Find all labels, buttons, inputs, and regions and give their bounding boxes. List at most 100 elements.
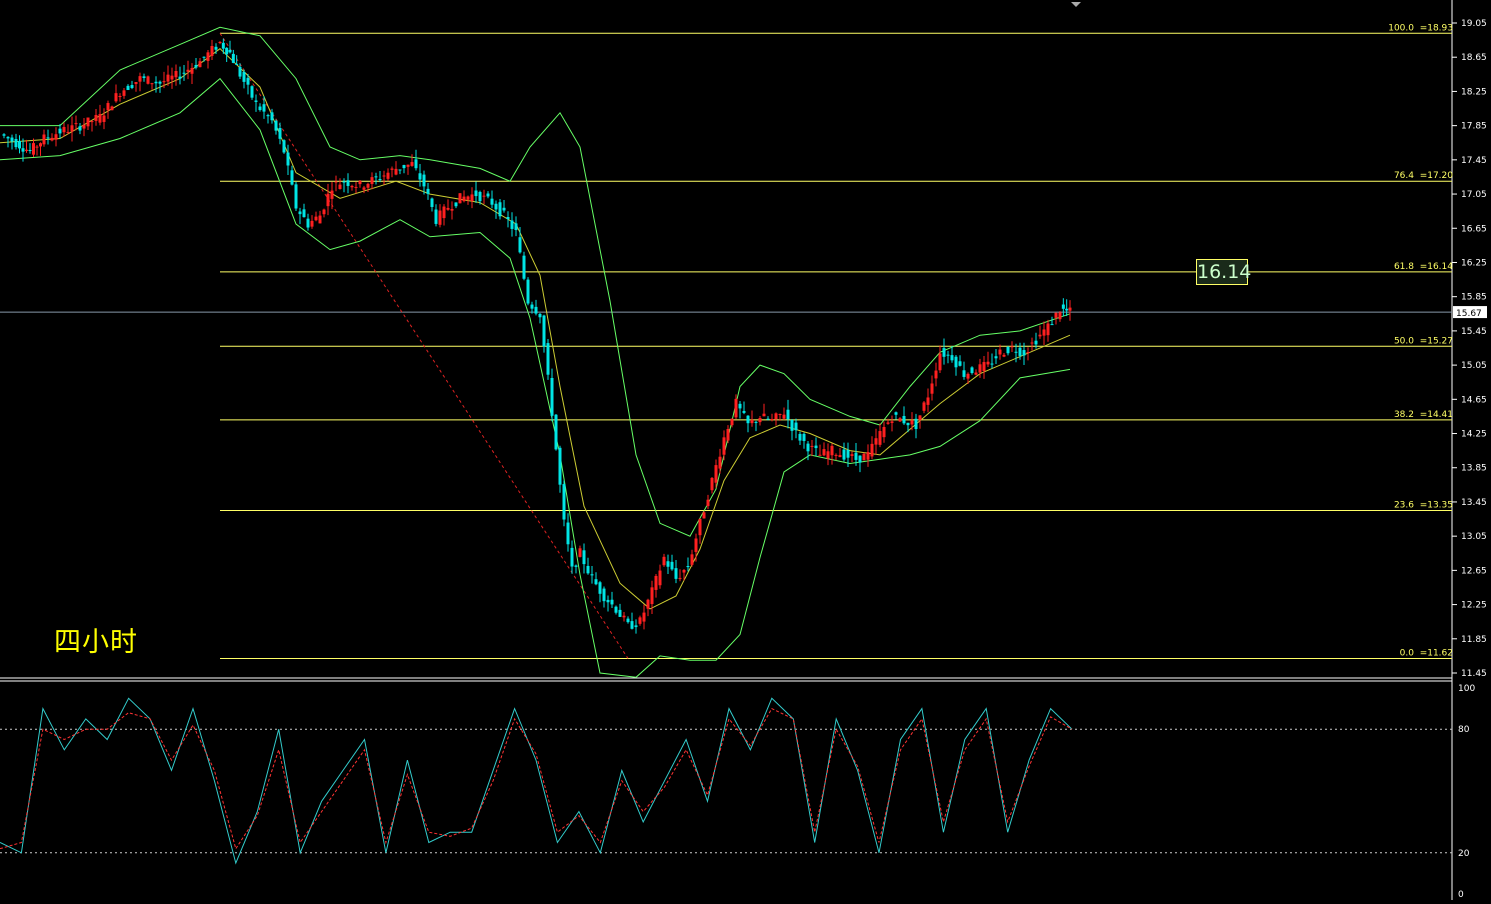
price-marker-box[interactable]: 16.14 [1196, 259, 1252, 285]
candle-body [710, 477, 714, 491]
candle-body [358, 180, 362, 185]
last-price-text: 15.67 [1456, 309, 1482, 319]
candle-body [62, 126, 66, 133]
candle-body [890, 421, 894, 423]
candle-body [630, 621, 634, 629]
candle-body [570, 547, 574, 567]
candle-body [498, 202, 502, 217]
fib-price-label: =14.41 [1420, 410, 1453, 420]
candle-body [434, 209, 438, 224]
candle-body [954, 356, 958, 368]
candle-body [346, 180, 350, 186]
candle-body [782, 414, 786, 419]
candle-body [338, 184, 342, 190]
candle-body [578, 548, 582, 557]
candle-body [306, 218, 310, 228]
candle-body [978, 364, 982, 373]
candle-body [874, 438, 878, 445]
candle-body [1026, 352, 1030, 354]
candle-body [774, 413, 778, 420]
candle-body [702, 512, 706, 519]
candle-body [598, 582, 602, 594]
candle-body [182, 72, 186, 74]
fib-price-label: =11.62 [1420, 648, 1453, 658]
price-axis-label: 17.45 [1461, 156, 1487, 166]
candle-body [986, 361, 990, 365]
candle-body [1010, 346, 1014, 348]
candle-body [522, 255, 526, 279]
candle-body [754, 421, 758, 423]
candle-body [618, 609, 622, 617]
candle-body [626, 618, 630, 623]
price-axis-label: 17.05 [1461, 190, 1487, 200]
fib-level-label: 100.0 [1388, 23, 1414, 33]
candle-body [70, 125, 74, 132]
candle-body [78, 126, 82, 131]
stoch-axis-label: 0 [1458, 890, 1464, 900]
candle-body [250, 86, 254, 98]
candle-body [810, 445, 814, 447]
candle-body [1006, 346, 1010, 354]
candle-body [90, 121, 94, 123]
candle-body [378, 179, 382, 181]
candle-body [146, 76, 150, 84]
candle-body [430, 198, 434, 207]
candle-body [502, 207, 506, 211]
candle-body [858, 455, 862, 463]
candle-body [866, 452, 870, 460]
candle-body [218, 41, 222, 43]
scroll-marker-icon[interactable] [1071, 2, 1081, 7]
fib-level-label: 76.4 [1394, 171, 1414, 181]
candle-body [290, 170, 294, 185]
candle-body [506, 217, 510, 220]
candle-body [950, 355, 954, 361]
candle-body [798, 433, 802, 441]
candle-body [886, 422, 890, 424]
candle-body [802, 433, 806, 441]
candle-body [50, 137, 54, 141]
candle-body [474, 190, 478, 197]
candle-body [738, 403, 742, 409]
candle-body [322, 209, 326, 215]
candle-body [666, 561, 670, 567]
candle-body [730, 418, 734, 426]
candle-body [330, 190, 334, 199]
candle-body [862, 453, 866, 461]
candle-body [270, 112, 274, 121]
candle-body [478, 191, 482, 202]
candle-body [134, 82, 138, 84]
candle-body [94, 114, 98, 121]
fib-price-label: =18.93 [1420, 23, 1453, 33]
candle-body [818, 454, 822, 456]
candle-body [235, 63, 239, 65]
candle-body [202, 56, 206, 58]
candle-body [186, 69, 190, 72]
candle-body [342, 181, 346, 183]
candle-body [206, 52, 210, 61]
candle-body [1014, 351, 1018, 353]
price-axis-label: 11.45 [1461, 669, 1487, 679]
candle-body [406, 164, 410, 167]
candle-body [162, 81, 166, 83]
candle-body [470, 194, 474, 202]
candle-body [6, 136, 10, 139]
candle-body [534, 306, 538, 314]
candle-body [118, 96, 122, 98]
candle-body [242, 71, 246, 82]
candle-body [1050, 324, 1054, 326]
candle-body [1030, 342, 1034, 344]
price-axis-label: 15.85 [1461, 293, 1487, 303]
candle-body [366, 183, 370, 188]
candle-body [946, 354, 950, 356]
candle-body [194, 64, 198, 68]
candle-body [238, 66, 242, 77]
candle-body [822, 449, 826, 456]
price-axis-label: 11.85 [1461, 635, 1487, 645]
candle-body [1058, 312, 1062, 320]
candle-body [350, 185, 354, 188]
candle-body [362, 187, 366, 190]
candle-body [154, 81, 158, 84]
price-axis-label: 16.65 [1461, 224, 1487, 234]
candle-body [1061, 304, 1065, 309]
